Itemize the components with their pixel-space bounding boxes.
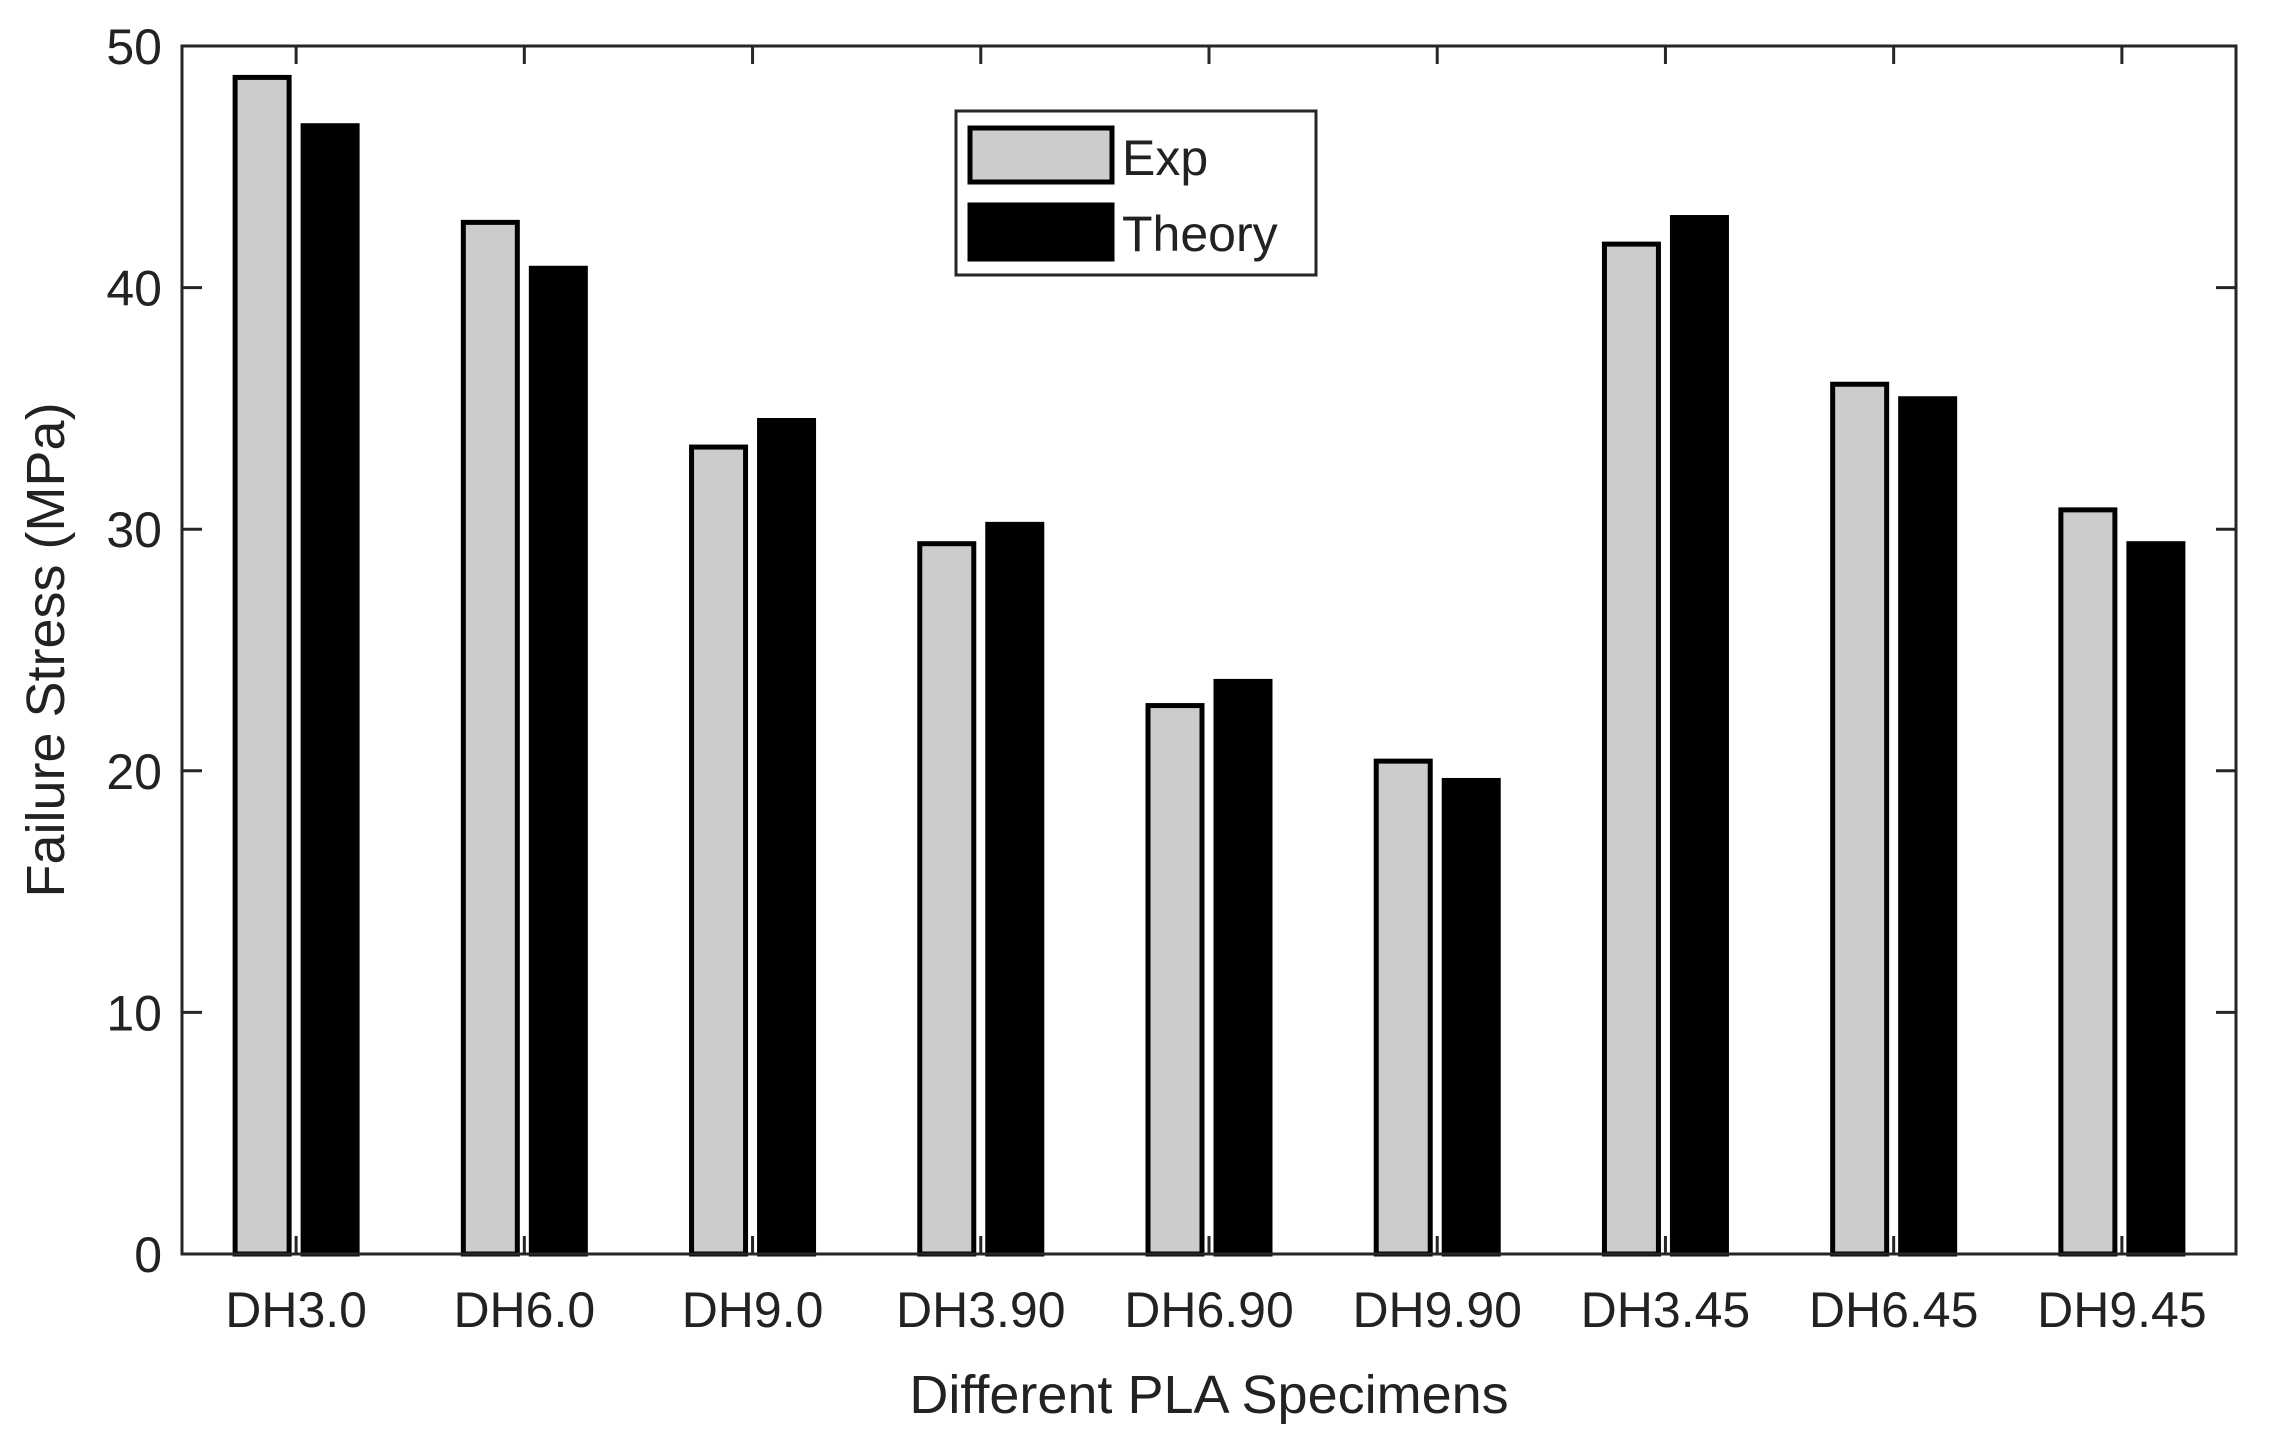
bar-theory-DH3.0	[300, 123, 360, 1257]
y-tick-label: 50	[106, 19, 162, 75]
bar-exp-DH3.0	[232, 74, 292, 1257]
y-tick-label: 20	[106, 744, 162, 800]
x-tick-label: DH3.45	[1581, 1282, 1751, 1338]
legend-swatch-theory	[967, 202, 1115, 262]
x-tick-label: DH9.45	[2037, 1282, 2207, 1338]
y-tick-label: 30	[106, 502, 162, 558]
bar-theory-DH3.90	[985, 521, 1045, 1257]
bar-exp-DH3.90	[917, 541, 977, 1257]
bar-exp-DH9.0	[689, 444, 749, 1257]
bar-exp-DH9.45	[2058, 507, 2118, 1257]
legend-label-exp: Exp	[1122, 130, 1208, 186]
bar-exp-DH6.0	[460, 219, 520, 1257]
bar-theory-DH9.0	[757, 417, 817, 1257]
y-tick-label: 0	[134, 1227, 162, 1283]
bar-exp-DH3.45	[1601, 241, 1661, 1257]
legend-swatch-exp	[967, 125, 1115, 185]
bar-theory-DH9.45	[2126, 541, 2186, 1257]
x-tick-label: DH3.90	[896, 1282, 1066, 1338]
legend: Exp Theory	[954, 109, 1318, 277]
x-tick-label: DH6.90	[1124, 1282, 1294, 1338]
x-tick-label: DH9.90	[1352, 1282, 1522, 1338]
x-tick-label: DH6.45	[1809, 1282, 1979, 1338]
bar-theory-DH9.90	[1441, 777, 1501, 1257]
x-tick-label: DH3.0	[225, 1282, 367, 1338]
y-tick-label: 40	[106, 261, 162, 317]
bar-theory-DH6.45	[1898, 396, 1958, 1257]
x-axis-label: Different PLA Specimens	[909, 1365, 1508, 1425]
bar-theory-DH3.45	[1669, 215, 1729, 1257]
bar-exp-DH6.45	[1830, 381, 1890, 1257]
y-tick-labels: 0 10 20 30 40 50	[106, 19, 162, 1283]
y-axis-label: Failure Stress (MPa)	[16, 402, 76, 897]
y-tick-label: 10	[106, 985, 162, 1041]
x-tick-label: DH9.0	[682, 1282, 824, 1338]
bars-layer	[232, 74, 2186, 1257]
axis-ticks	[182, 44, 2236, 1256]
bar-exp-DH9.90	[1373, 758, 1433, 1257]
bar-exp-DH6.90	[1145, 703, 1205, 1257]
bar-theory-DH6.90	[1213, 678, 1273, 1257]
bar-theory-DH6.0	[528, 265, 588, 1257]
x-tick-label: DH6.0	[453, 1282, 595, 1338]
x-tick-labels: DH3.0 DH6.0 DH9.0 DH3.90 DH6.90 DH9.90 DH3.45 D…	[225, 1282, 2206, 1338]
legend-label-theory: Theory	[1122, 206, 1278, 262]
